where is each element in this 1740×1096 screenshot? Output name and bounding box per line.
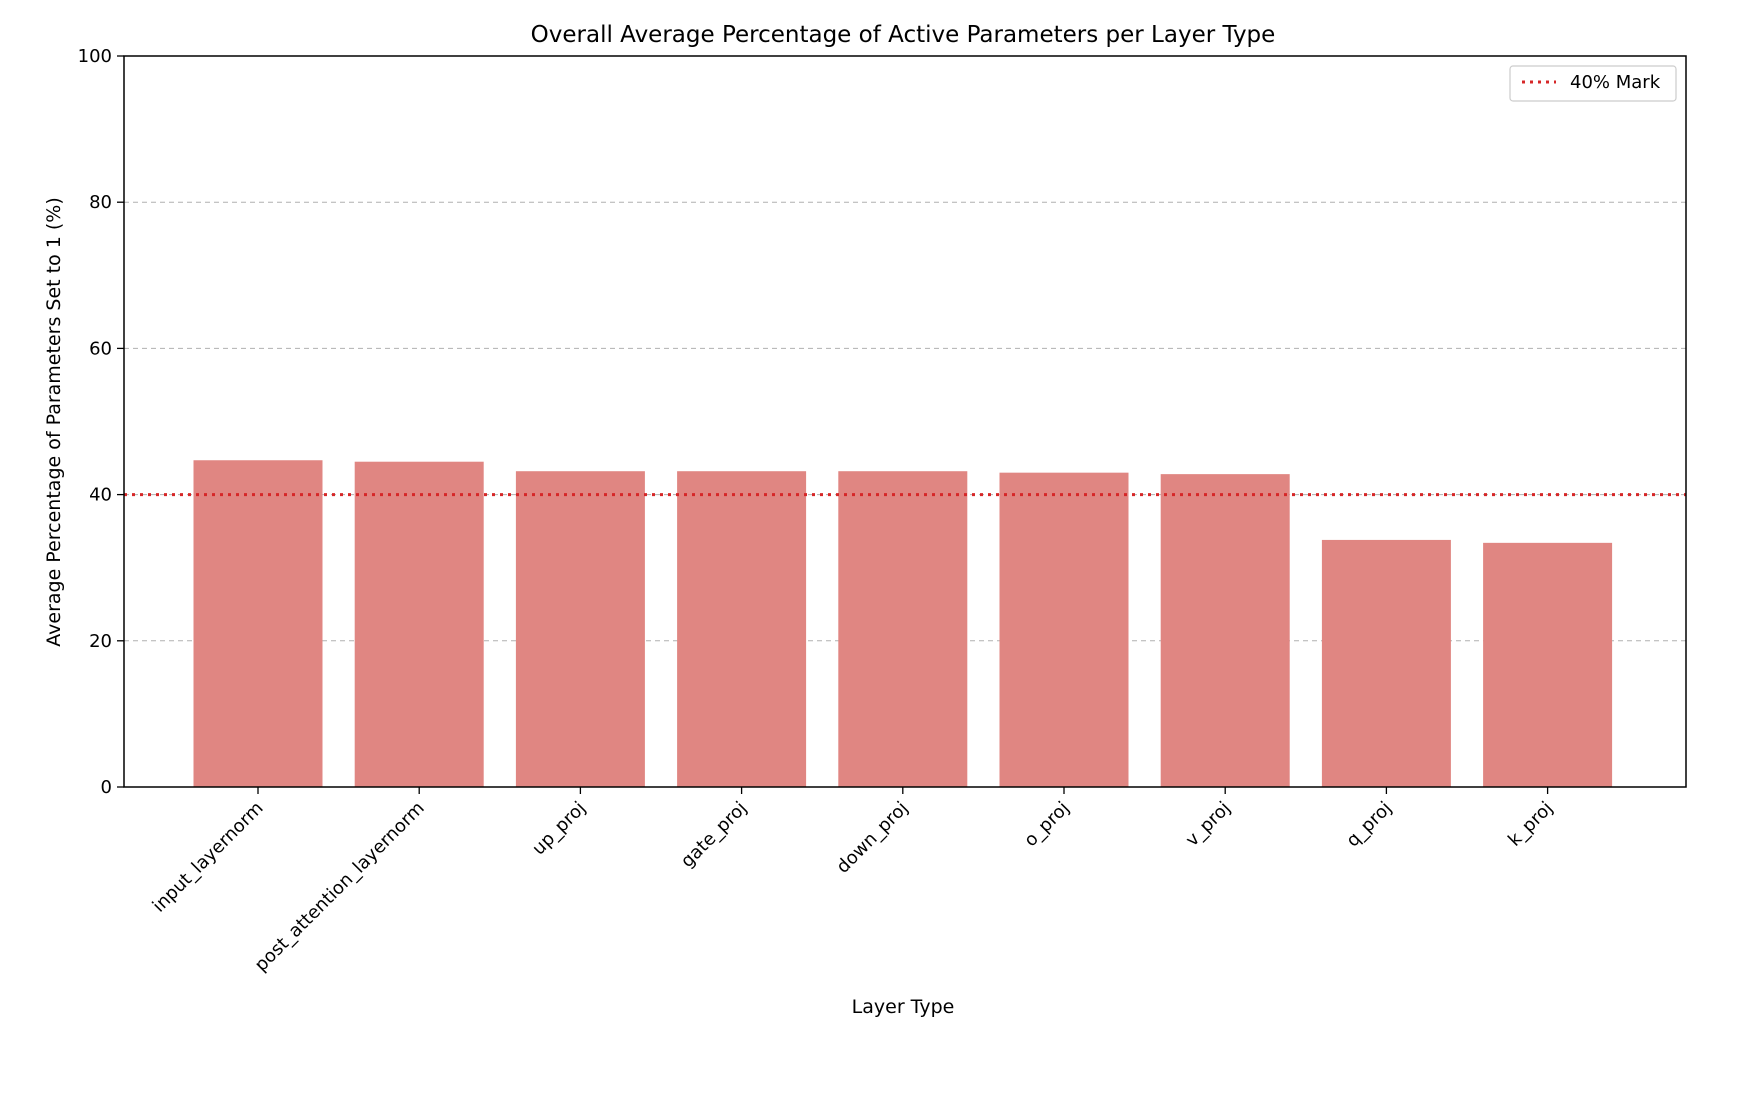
y-tick-label-60: 60 (89, 338, 112, 359)
x-tick-label-o_proj: o_proj (1020, 798, 1073, 851)
x-tick-label-v_proj: v_proj (1182, 798, 1235, 851)
y-axis-label: Average Percentage of Parameters Set to … (43, 197, 65, 647)
x-tick-label-gate_proj: gate_proj (677, 798, 751, 872)
y-axis-ticks: 0 20 40 60 80 100 (78, 46, 124, 798)
bar-v_proj (1160, 474, 1290, 787)
x-tick-label-down_proj: down_proj (832, 798, 912, 878)
y-tick-label-100: 100 (78, 46, 112, 67)
legend: 40% Mark (1509, 65, 1677, 102)
x-tick-label-up_proj: up_proj (528, 798, 590, 860)
chart-title: Overall Average Percentage of Active Par… (531, 22, 1276, 48)
bars (193, 460, 1613, 787)
bar-post_attention_layernorm (354, 461, 484, 787)
bar-k_proj (1483, 542, 1613, 787)
bar-down_proj (838, 471, 968, 787)
bar-o_proj (999, 472, 1129, 787)
x-tick-label-post_attention_layernorm: post_attention_layernorm (251, 798, 429, 976)
bar-q_proj (1321, 539, 1451, 787)
x-tick-label-input_layernorm: input_layernorm (149, 798, 268, 917)
y-tick-label-20: 20 (89, 631, 112, 652)
y-tick-label-40: 40 (89, 485, 112, 506)
x-axis-label: Layer Type (852, 996, 955, 1018)
legend-box (1509, 65, 1677, 102)
plot-frame (123, 55, 1687, 788)
y-tick-label-0: 0 (101, 777, 112, 798)
x-tick-label-k_proj: k_proj (1504, 798, 1557, 851)
x-tick-label-q_proj: q_proj (1342, 798, 1396, 852)
bar-gate_proj (677, 471, 807, 787)
y-tick-label-80: 80 (89, 192, 112, 213)
legend-label-40-mark: 40% Mark (1570, 72, 1661, 93)
bar-up_proj (515, 471, 645, 787)
bar-input_layernorm (193, 460, 323, 787)
